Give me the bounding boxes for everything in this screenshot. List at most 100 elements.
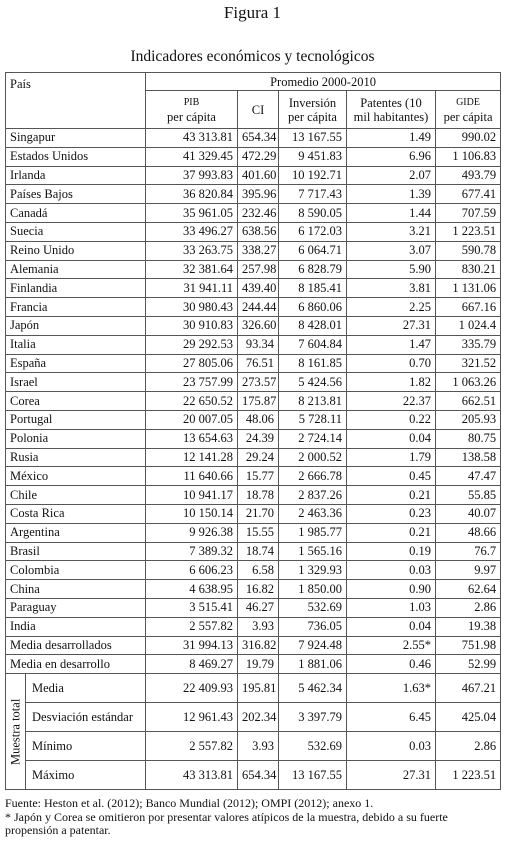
row-label: Rusia (5, 447, 146, 468)
summary-row: Máximo 43 313.81 654.34 13 167.55 27.31 1 223… (6, 760, 502, 791)
cell: 1 223.51 (434, 221, 502, 242)
cell: 22 409.93 (145, 673, 238, 704)
row-label: Italia (5, 334, 146, 355)
table-row: Irlanda 37 993.83 401.60 10 192.71 2.07 493.7… (5, 165, 502, 186)
row-label: Alemania (5, 259, 146, 280)
cell: 401.60 (237, 165, 279, 186)
table-header: País Promedio 2000-2010 PIB per cápita CI In… (5, 72, 502, 129)
table-row: Corea 22 650.52 175.87 8 213.81 22.37 662.51 (5, 391, 502, 411)
cell: 638.56 (237, 221, 279, 242)
column-header-line: CI (251, 102, 265, 117)
column-header-line: per cápita (288, 109, 337, 124)
cell: 990.02 (434, 128, 502, 148)
cell: 205.93 (434, 409, 502, 430)
table-body: Singapur 43 313.81 654.34 13 167.55 1.49 990.… (5, 128, 502, 791)
cell: 9 451.83 (278, 146, 347, 167)
cell: 2.25 (346, 297, 436, 317)
row-label: Media en desarrollo (5, 654, 146, 675)
cell: 0.21 (346, 485, 436, 505)
cell: 1 024.4 (434, 315, 502, 336)
cell: 46.27 (237, 597, 279, 618)
cell: 326.60 (237, 315, 279, 336)
cell: 2.86 (434, 731, 502, 762)
footnote: Fuente: Heston et al. (2012); Banco Mund… (5, 796, 374, 810)
cell: 1.49 (346, 128, 436, 148)
table-row: Alemania 32 381.64 257.98 6 828.79 5.90 830.2… (5, 259, 502, 280)
row-label: Francia (5, 297, 146, 317)
table-row: Israel 23 757.99 273.57 5 424.56 1.82 1 063.2… (5, 372, 502, 393)
cell: 6.96 (346, 146, 436, 167)
cell: 273.57 (237, 372, 279, 393)
cell: 10 941.17 (145, 485, 238, 505)
row-label: Mínimo (25, 731, 146, 762)
cell: 24.39 (237, 428, 279, 449)
cell: 2 666.78 (278, 466, 347, 487)
cell: 532.69 (278, 597, 347, 618)
cell: 6.58 (237, 560, 279, 581)
cell: 0.03 (346, 731, 436, 762)
cell: 532.69 (278, 731, 347, 762)
row-label: Chile (5, 485, 146, 505)
table-row: Estados Unidos 41 329.45 472.29 9 451.83 6.9… (5, 146, 502, 167)
cell: 2.07 (346, 165, 436, 186)
cell: 15.55 (237, 522, 279, 543)
row-label: Japón (5, 315, 146, 336)
cell: 5.90 (346, 259, 436, 280)
cell: 7 924.48 (278, 635, 347, 656)
cell: 7 717.43 (278, 184, 347, 205)
cell: 1 063.26 (434, 372, 502, 393)
cell: 0.90 (346, 579, 436, 599)
cell: 13 167.55 (278, 128, 347, 148)
cell: 3.07 (346, 240, 436, 261)
cell: 1 565.16 (278, 541, 347, 562)
cell: 662.51 (434, 391, 502, 411)
cell: 27.31 (346, 315, 436, 336)
cell: 18.78 (237, 485, 279, 505)
cell: 2 000.52 (278, 447, 347, 468)
cell: 467.21 (434, 673, 502, 704)
cell: 667.16 (434, 297, 502, 317)
row-label: Corea (5, 391, 146, 411)
cell: 1.39 (346, 184, 436, 205)
cell: 335.79 (434, 334, 502, 355)
cell: 321.52 (434, 353, 502, 374)
summary-row: Desviación estándar 12 961.43 202.34 3 397.… (6, 702, 502, 733)
cell: 2 724.14 (278, 428, 347, 449)
cell: 15.77 (237, 466, 279, 487)
table-row: Italia 29 292.53 93.34 7 604.84 1.47 335.79 (5, 334, 502, 355)
row-label: España (5, 353, 146, 374)
row-label: Media desarrollados (5, 635, 146, 656)
table-row: India 2 557.82 3.93 736.05 0.04 19.38 (5, 616, 502, 637)
cell: 12 141.28 (145, 447, 238, 468)
cell: 195.81 (237, 673, 279, 704)
cell: 8 213.81 (278, 391, 347, 411)
cell: 751.98 (434, 635, 502, 656)
table-row: Portugal 20 007.05 48.06 5 728.11 0.22 205.93 (5, 409, 502, 430)
column-header: CI (237, 90, 279, 129)
cell: 1 131.06 (434, 278, 502, 299)
table-row: Polonia 13 654.63 24.39 2 724.14 0.04 80.75 (5, 428, 502, 449)
cell: 338.27 (237, 240, 279, 261)
cell: 677.41 (434, 184, 502, 205)
table-row: Países Bajos 36 820.84 395.96 7 717.43 1.39 6… (5, 184, 502, 205)
table-row: Singapur 43 313.81 654.34 13 167.55 1.49 990.… (5, 128, 502, 148)
cell: 0.46 (346, 654, 436, 675)
column-header-line: GIDE (456, 96, 480, 108)
cell: 1 881.06 (278, 654, 347, 675)
cell: 22 650.52 (145, 391, 238, 411)
cell: 76.51 (237, 353, 279, 374)
cell: 6.45 (346, 702, 436, 733)
table-row: Argentina 9 926.38 15.55 1 985.77 0.21 48.66 (5, 522, 502, 543)
column-header-line: PIB (183, 96, 200, 108)
cell: 707.59 (434, 203, 502, 223)
cell: 19.38 (434, 616, 502, 637)
summary-group-label: Muestra total (5, 673, 26, 790)
cell: 0.21 (346, 522, 436, 543)
footnote: * Japón y Corea se omitieron por present… (5, 809, 448, 837)
table-row: Francia 30 980.43 244.44 6 860.06 2.25 667.16 (5, 297, 502, 317)
row-label: Media (25, 673, 146, 704)
cell: 8 161.85 (278, 353, 347, 374)
cell: 244.44 (237, 297, 279, 317)
cell: 425.04 (434, 702, 502, 733)
table-row: Media en desarrollo 8 469.27 19.79 1 881.06… (5, 654, 502, 675)
